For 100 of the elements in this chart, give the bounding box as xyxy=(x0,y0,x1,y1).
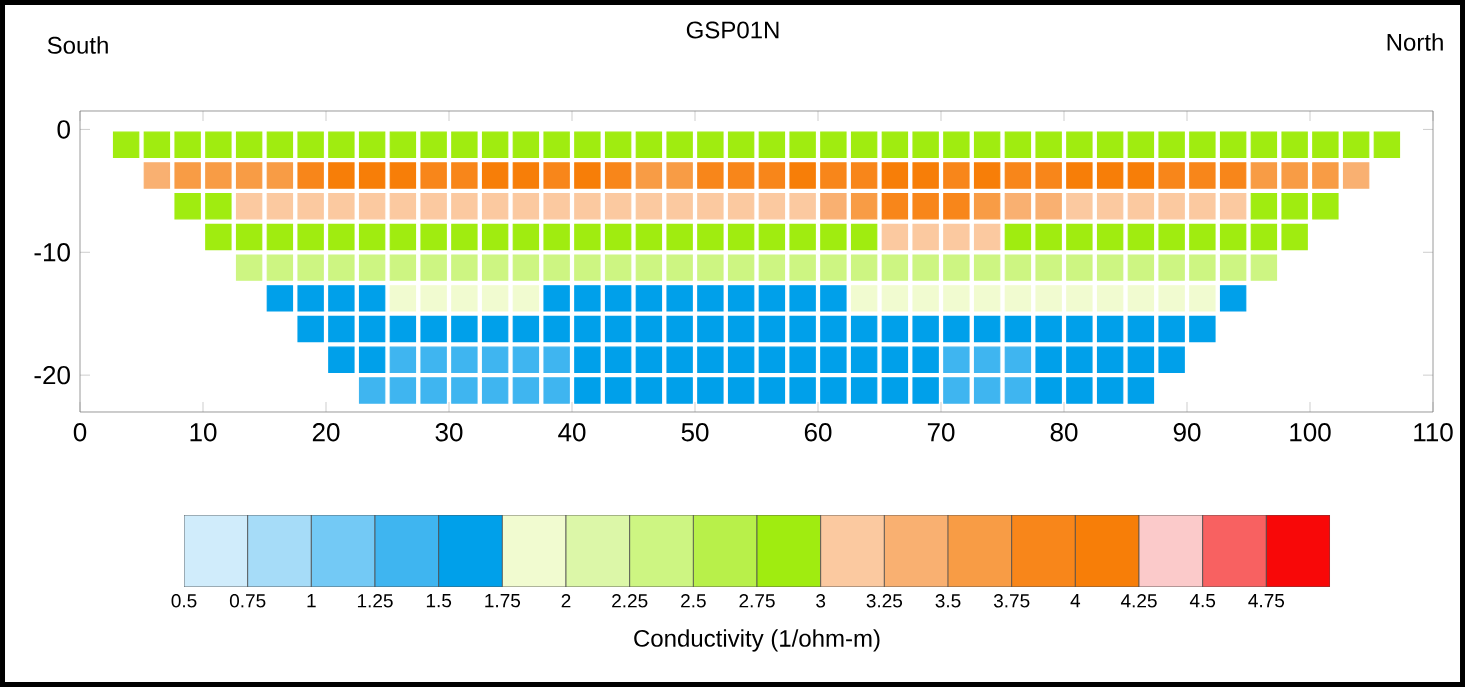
x-tick-label: 30 xyxy=(435,423,463,442)
point xyxy=(1219,131,1247,158)
point xyxy=(1035,315,1062,343)
point xyxy=(235,223,263,251)
point xyxy=(543,315,570,343)
point xyxy=(420,315,447,343)
point xyxy=(1004,223,1032,251)
point xyxy=(358,315,386,343)
point xyxy=(1219,223,1247,251)
point xyxy=(420,285,447,312)
point xyxy=(297,162,324,189)
point xyxy=(1096,223,1124,251)
point xyxy=(604,315,632,343)
point xyxy=(912,285,939,312)
point xyxy=(604,346,632,373)
point xyxy=(1035,377,1062,404)
point xyxy=(789,346,816,373)
point xyxy=(328,315,355,343)
point xyxy=(850,223,878,251)
point xyxy=(1004,254,1032,281)
point xyxy=(820,162,847,189)
point xyxy=(420,346,447,373)
color-bar-label: 4.25 xyxy=(1120,594,1157,608)
point xyxy=(789,131,816,158)
point xyxy=(758,223,786,251)
point xyxy=(635,254,663,281)
x-tick-label: 90 xyxy=(1173,423,1201,442)
point xyxy=(358,131,386,158)
point xyxy=(112,131,140,158)
point xyxy=(481,346,509,373)
point xyxy=(1035,254,1062,281)
point xyxy=(850,377,878,404)
point xyxy=(943,315,970,343)
x-tick-label: 70 xyxy=(927,423,955,442)
point xyxy=(758,162,786,189)
point xyxy=(635,131,663,158)
point xyxy=(635,346,663,373)
point xyxy=(297,254,324,281)
point xyxy=(1004,131,1032,158)
point xyxy=(1250,223,1278,251)
point xyxy=(389,285,417,312)
point xyxy=(1066,377,1093,404)
point xyxy=(881,377,909,404)
point xyxy=(1158,193,1185,220)
point xyxy=(574,162,601,189)
color-bar-label: 1.75 xyxy=(485,594,521,608)
point xyxy=(1250,254,1278,281)
point xyxy=(604,223,632,251)
point xyxy=(1189,315,1216,343)
point xyxy=(973,315,1001,343)
point xyxy=(1127,223,1155,251)
point xyxy=(1066,346,1093,373)
point xyxy=(1066,315,1093,343)
point xyxy=(697,193,724,220)
point xyxy=(389,223,417,251)
point xyxy=(881,285,909,312)
point xyxy=(666,346,693,373)
point xyxy=(1127,162,1155,189)
point xyxy=(1189,223,1216,251)
point xyxy=(420,162,447,189)
point xyxy=(727,346,755,373)
point xyxy=(358,346,386,373)
point xyxy=(1281,162,1308,189)
point xyxy=(1342,131,1370,158)
point xyxy=(1127,377,1155,404)
color-bar-label: 0.75 xyxy=(229,594,266,608)
point xyxy=(789,254,816,281)
point xyxy=(943,346,970,373)
point xyxy=(481,285,509,312)
point xyxy=(574,131,601,158)
point xyxy=(543,223,570,251)
point xyxy=(1066,131,1093,158)
point xyxy=(481,254,509,281)
point xyxy=(328,193,355,220)
text: North xyxy=(1387,33,1443,51)
point xyxy=(973,162,1001,189)
point xyxy=(1127,285,1155,312)
x-tick-label: 10 xyxy=(190,423,217,442)
color-bar-label: 3.25 xyxy=(866,594,903,608)
point xyxy=(1004,162,1032,189)
point xyxy=(1035,162,1062,189)
point xyxy=(420,377,447,404)
point xyxy=(389,377,417,404)
point xyxy=(1035,346,1062,373)
point xyxy=(266,193,294,220)
point xyxy=(574,254,601,281)
point xyxy=(697,131,724,158)
color-bar-label: 3.75 xyxy=(993,594,1030,608)
point xyxy=(697,315,724,343)
point xyxy=(512,377,540,404)
point xyxy=(574,346,601,373)
point xyxy=(943,254,970,281)
point xyxy=(174,131,201,158)
point xyxy=(666,131,693,158)
point xyxy=(666,315,693,343)
point xyxy=(328,254,355,281)
point xyxy=(358,193,386,220)
point xyxy=(174,162,201,189)
point xyxy=(635,162,663,189)
point xyxy=(451,285,478,312)
